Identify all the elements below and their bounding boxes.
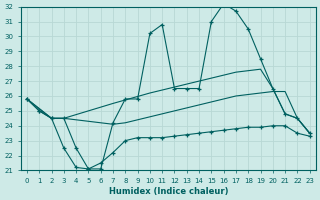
X-axis label: Humidex (Indice chaleur): Humidex (Indice chaleur) bbox=[108, 187, 228, 196]
